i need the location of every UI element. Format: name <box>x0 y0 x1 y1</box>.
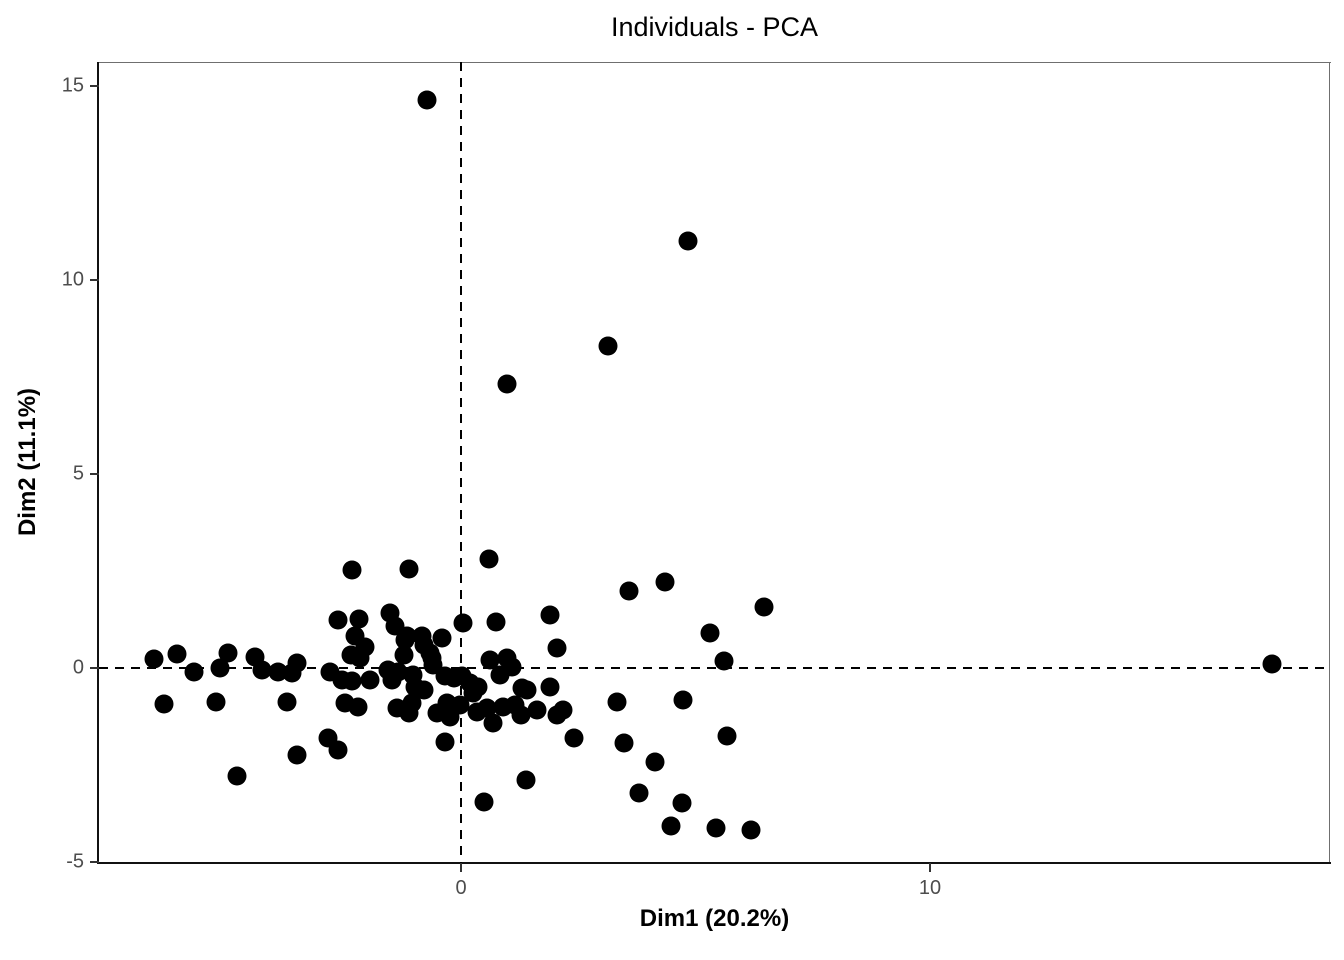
data-point <box>517 680 537 700</box>
data-point <box>483 713 503 733</box>
data-point <box>328 740 348 760</box>
data-point <box>287 745 307 765</box>
y-axis-line <box>97 62 99 864</box>
data-point <box>277 692 297 712</box>
data-point <box>497 374 517 394</box>
reference-line-y0 <box>99 666 1330 669</box>
data-point <box>218 643 238 663</box>
data-point <box>619 581 639 601</box>
x-tick-label: 0 <box>455 877 467 899</box>
data-point <box>516 770 536 790</box>
data-point <box>474 792 494 812</box>
data-point <box>527 700 547 720</box>
data-point <box>210 658 230 678</box>
data-point <box>655 572 675 592</box>
data-point <box>598 336 618 356</box>
data-point <box>167 644 187 664</box>
chart-title: Individuals - PCA <box>610 12 819 42</box>
data-point <box>540 677 560 696</box>
y-tick-mark <box>90 472 99 475</box>
data-point <box>741 820 761 840</box>
y-axis-title: Dim2 (11.1%) <box>14 387 41 537</box>
y-tick-label: 0 <box>72 656 84 679</box>
data-point <box>287 653 307 673</box>
y-tick-mark <box>90 278 99 281</box>
x-axis-line <box>97 862 1331 864</box>
data-point <box>486 612 506 632</box>
data-point <box>206 692 226 712</box>
data-point <box>184 662 204 682</box>
data-point <box>463 683 483 703</box>
plot-panel: 0 10 -5 0 5 10 15 <box>62 62 1330 899</box>
panel-border-top <box>99 62 1331 63</box>
data-point <box>540 605 560 625</box>
y-tick-mark <box>90 860 99 863</box>
data-point <box>399 559 418 579</box>
data-point <box>348 697 368 717</box>
data-point <box>754 597 773 617</box>
data-point <box>645 752 665 772</box>
data-point <box>227 766 247 786</box>
data-point <box>480 650 500 670</box>
data-point <box>360 670 380 690</box>
data-point <box>342 560 362 580</box>
x-tick-mark <box>460 863 463 872</box>
data-point <box>252 660 272 680</box>
data-point <box>490 665 510 685</box>
data-point <box>477 698 497 718</box>
data-point <box>453 613 473 633</box>
data-point <box>700 623 720 643</box>
data-point <box>350 648 370 668</box>
data-point <box>547 638 567 658</box>
data-point <box>432 628 452 648</box>
data-point <box>397 626 417 646</box>
data-point <box>450 695 470 715</box>
y-tick-mark <box>90 85 99 88</box>
data-point <box>629 783 649 803</box>
data-point <box>394 645 414 665</box>
x-tick-mark <box>928 863 931 872</box>
data-point <box>564 728 584 748</box>
data-point <box>661 816 681 836</box>
data-point <box>706 818 726 838</box>
data-point <box>154 694 174 714</box>
data-point <box>672 793 692 813</box>
x-axis-title: Dim1 (20.2%) <box>639 905 790 932</box>
data-point <box>414 680 433 700</box>
data-point <box>328 610 348 630</box>
data-point <box>435 732 455 752</box>
data-point <box>144 649 164 669</box>
data-point <box>553 700 573 720</box>
data-point <box>402 693 422 713</box>
y-tick-label: 15 <box>61 74 84 97</box>
data-point <box>342 671 362 691</box>
data-point <box>349 609 369 629</box>
data-point <box>388 662 408 682</box>
data-point <box>673 690 693 710</box>
y-tick-mark <box>90 666 99 669</box>
data-point <box>1262 654 1282 674</box>
panel-border-right <box>1329 62 1330 863</box>
data-point <box>607 692 627 712</box>
y-tick-label: -5 <box>66 850 84 873</box>
data-point <box>714 651 734 671</box>
data-point <box>479 549 499 568</box>
data-point <box>511 705 531 725</box>
x-tick-label: 10 <box>918 877 942 899</box>
data-point <box>614 733 634 753</box>
y-tick-label: 10 <box>61 268 84 291</box>
data-point <box>717 726 737 746</box>
data-point <box>678 231 698 251</box>
y-tick-label: 5 <box>72 462 84 485</box>
reference-line-x0 <box>460 62 463 863</box>
data-point <box>417 90 437 110</box>
